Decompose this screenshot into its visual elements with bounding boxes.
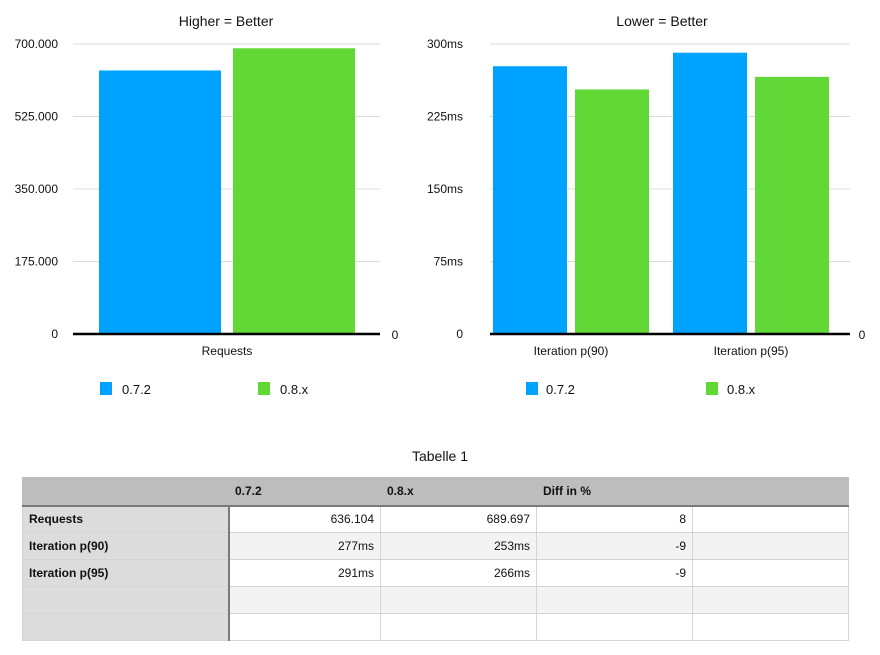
row-header-cell[interactable]: Requests bbox=[22, 505, 230, 533]
row-header-cell[interactable]: Iteration p(90) bbox=[22, 532, 230, 560]
table-row bbox=[22, 586, 849, 614]
y-tick-label: 350.000 bbox=[15, 182, 59, 196]
table-cell[interactable]: -9 bbox=[536, 532, 693, 560]
table-row: Iteration p(95) 291ms 266ms -9 bbox=[22, 559, 849, 587]
charts: Higher = Better 0 175.000 350.000 525.000 700… bbox=[15, 13, 866, 397]
table-cell[interactable] bbox=[380, 613, 537, 641]
y-tick-label: 150ms bbox=[427, 182, 463, 196]
legend-swatch bbox=[100, 382, 112, 395]
table-cell[interactable] bbox=[536, 586, 693, 614]
legend-swatch bbox=[706, 382, 718, 395]
table-cell[interactable]: 291ms bbox=[228, 559, 381, 587]
bar-0-7-2-Requests bbox=[99, 70, 221, 335]
header-cell[interactable]: Diff in % bbox=[536, 477, 693, 507]
table-cell[interactable] bbox=[380, 586, 537, 614]
y-tick-label: 525.000 bbox=[15, 110, 59, 124]
right-axis-label: 0 bbox=[392, 328, 399, 342]
table-cell[interactable]: 8 bbox=[536, 505, 693, 533]
bar-0-7-2-Iteration-p-90- bbox=[493, 66, 567, 334]
x-category-label: Iteration p(90) bbox=[534, 344, 609, 358]
header-cell[interactable] bbox=[692, 477, 849, 507]
header-cell[interactable] bbox=[22, 477, 229, 507]
bar-0-7-2-Iteration-p-95- bbox=[673, 52, 747, 334]
table-cell[interactable] bbox=[692, 559, 849, 587]
table-cell[interactable] bbox=[228, 613, 381, 641]
table-cell[interactable] bbox=[692, 505, 849, 533]
table-header-row: 0.7.2 0.8.x Diff in % bbox=[22, 477, 849, 507]
bar-0-8-x-Requests bbox=[233, 48, 355, 335]
table-cell[interactable]: -9 bbox=[536, 559, 693, 587]
legend-label: 0.7.2 bbox=[122, 382, 151, 397]
table-cell[interactable]: 266ms bbox=[380, 559, 537, 587]
table-row: Requests 636.104 689.697 8 bbox=[22, 505, 849, 533]
chart-title: Lower = Better bbox=[616, 13, 708, 29]
row-header-cell[interactable]: Iteration p(95) bbox=[22, 559, 230, 587]
y-tick-label: 700.000 bbox=[15, 37, 59, 51]
header-cell[interactable]: 0.7.2 bbox=[228, 477, 381, 507]
table-cell[interactable] bbox=[536, 613, 693, 641]
legend-label: 0.7.2 bbox=[546, 382, 575, 397]
table-cell[interactable]: 277ms bbox=[228, 532, 381, 560]
table-cell[interactable] bbox=[692, 532, 849, 560]
right-axis-label: 0 bbox=[859, 328, 866, 342]
table-row bbox=[22, 613, 849, 641]
x-category-label: Iteration p(95) bbox=[714, 344, 789, 358]
data-table: 0.7.2 0.8.x Diff in % Requests 636.104 689.69… bbox=[22, 477, 849, 641]
chart-title: Higher = Better bbox=[179, 13, 274, 29]
table-cell[interactable]: 689.697 bbox=[380, 505, 537, 533]
y-tick-label: 175.000 bbox=[15, 255, 59, 269]
row-header-cell[interactable] bbox=[22, 613, 230, 641]
table-cell[interactable] bbox=[228, 586, 381, 614]
x-category-label: Requests bbox=[202, 344, 253, 358]
table-cell[interactable]: 636.104 bbox=[228, 505, 381, 533]
row-header-cell[interactable] bbox=[22, 586, 230, 614]
y-tick-label: 225ms bbox=[427, 110, 463, 124]
legend-label: 0.8.x bbox=[280, 382, 309, 397]
table-row: Iteration p(90) 277ms 253ms -9 bbox=[22, 532, 849, 560]
y-tick-label: 75ms bbox=[434, 255, 463, 269]
legend-swatch bbox=[526, 382, 538, 395]
header-cell[interactable]: 0.8.x bbox=[380, 477, 537, 507]
y-tick-label: 0 bbox=[51, 327, 58, 341]
table-cell[interactable] bbox=[692, 613, 849, 641]
y-tick-label: 300ms bbox=[427, 37, 463, 51]
bar-0-8-x-Iteration-p-95- bbox=[755, 76, 829, 334]
bar-0-8-x-Iteration-p-90- bbox=[575, 89, 649, 334]
y-tick-label: 0 bbox=[456, 327, 463, 341]
legend-label: 0.8.x bbox=[727, 382, 756, 397]
table-cell[interactable]: 253ms bbox=[380, 532, 537, 560]
table-cell[interactable] bbox=[692, 586, 849, 614]
table-title: Tabelle 1 bbox=[411, 448, 469, 464]
legend-swatch bbox=[258, 382, 270, 395]
